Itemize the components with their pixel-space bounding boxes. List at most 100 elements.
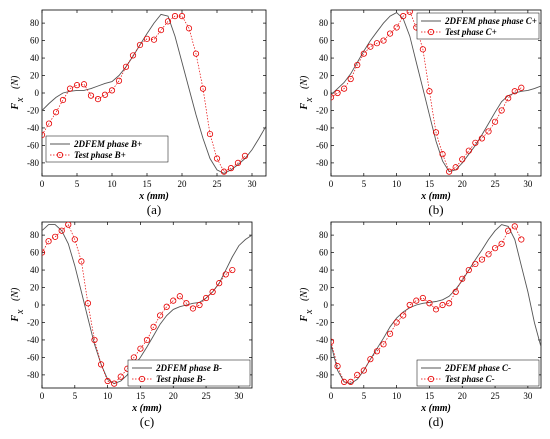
x-axis-label: x (mm) xyxy=(420,191,451,202)
series-line-2dfem xyxy=(331,224,541,385)
y-tick-label: 80 xyxy=(319,18,329,28)
legend-box xyxy=(416,12,540,40)
y-tick-label: -20 xyxy=(316,317,328,327)
y-tick-label: -40 xyxy=(27,335,39,345)
y-axis-label-main: F xyxy=(299,315,310,323)
data-point xyxy=(446,300,453,307)
x-tick-label: 20 xyxy=(458,391,468,401)
data-point xyxy=(213,155,221,162)
legend-entry: 2DFEM phase C- xyxy=(444,363,511,373)
data-point xyxy=(227,165,235,172)
y-tick-label: -40 xyxy=(316,335,328,345)
x-tick-label: 30 xyxy=(523,179,533,189)
data-point xyxy=(406,301,413,309)
data-point xyxy=(498,107,505,114)
y-axis-label-unit: (N) xyxy=(299,287,310,301)
data-point xyxy=(216,280,223,287)
data-point xyxy=(104,377,111,385)
data-point xyxy=(341,85,348,92)
data-point xyxy=(185,25,193,32)
panel-label: (a) xyxy=(147,202,161,217)
data-point xyxy=(170,297,177,304)
data-point xyxy=(334,363,341,370)
y-tick-label: 80 xyxy=(30,230,40,240)
series-line-test xyxy=(42,224,233,385)
data-point xyxy=(439,301,446,309)
data-point xyxy=(334,89,341,97)
plot-series xyxy=(331,223,541,385)
data-point xyxy=(94,96,102,103)
data-point xyxy=(129,52,137,59)
plot-series xyxy=(42,13,266,175)
data-point xyxy=(196,301,203,309)
panel-label: (d) xyxy=(428,414,443,429)
x-tick-label: 20 xyxy=(178,179,188,189)
series-line-2dfem xyxy=(331,12,541,173)
y-tick-label: 60 xyxy=(319,248,329,258)
data-point xyxy=(84,300,92,307)
data-point xyxy=(518,84,525,91)
data-point xyxy=(432,306,440,313)
data-point xyxy=(87,92,95,99)
data-point xyxy=(459,156,466,163)
x-tick-label: 10 xyxy=(108,179,118,189)
data-point xyxy=(446,168,453,175)
data-point xyxy=(367,43,374,50)
x-tick-label: 25 xyxy=(202,391,212,401)
y-axis-label-main: F xyxy=(10,315,21,323)
data-point xyxy=(354,371,361,378)
data-point xyxy=(136,41,144,49)
data-point xyxy=(452,288,459,295)
data-point xyxy=(220,168,228,175)
legend-entry: Test phase B- xyxy=(156,374,206,384)
y-tick-label: 20 xyxy=(30,71,40,81)
data-point xyxy=(386,330,394,337)
data-point xyxy=(505,227,512,234)
data-point xyxy=(178,13,186,20)
data-point xyxy=(59,96,67,104)
x-tick-label: 0 xyxy=(40,391,45,401)
y-tick-label: -80 xyxy=(27,370,39,380)
y-tick-label: -80 xyxy=(316,370,328,380)
data-point xyxy=(505,95,512,102)
data-point xyxy=(91,336,98,344)
x-tick-label: 0 xyxy=(329,179,334,189)
data-point xyxy=(52,233,59,240)
data-point xyxy=(354,61,361,69)
series-line-test xyxy=(331,225,522,383)
data-point xyxy=(465,266,472,274)
plot-series xyxy=(42,222,252,387)
data-point xyxy=(491,245,499,252)
data-point xyxy=(143,336,151,344)
data-point xyxy=(465,147,472,154)
y-tick-label: 60 xyxy=(30,248,40,258)
data-point xyxy=(400,13,407,20)
x-tick-label: 30 xyxy=(523,391,533,401)
data-point xyxy=(459,275,466,282)
data-point xyxy=(472,139,479,146)
data-point xyxy=(478,135,486,142)
x-tick-label: 10 xyxy=(103,391,113,401)
data-point xyxy=(80,81,88,88)
y-axis-label-sub: x xyxy=(15,309,26,315)
series-line-2dfem xyxy=(42,13,266,174)
data-point xyxy=(419,294,426,302)
plot-series xyxy=(331,10,541,175)
data-point xyxy=(202,294,210,302)
chart-panel-2: 0 5 10 15 20 25 30 80 60 40 20 0 -20 -40 -60 -80 x (mm) F… xyxy=(299,9,542,217)
legend-entry: Test phase B+ xyxy=(74,150,126,160)
y-tick-label: -40 xyxy=(27,123,39,133)
data-point xyxy=(78,258,85,265)
data-point xyxy=(183,300,190,307)
data-point xyxy=(97,361,105,368)
y-tick-label: -80 xyxy=(27,158,39,168)
legend-box xyxy=(45,135,169,163)
chart-panel-3: 0 5 10 15 20 25 30 80 60 40 20 0 -20 -40 -60 -80 x (mm) F… xyxy=(10,221,253,429)
data-point xyxy=(176,293,183,300)
y-tick-label: -20 xyxy=(27,317,39,327)
y-tick-label: 60 xyxy=(30,36,40,46)
x-tick-label: 5 xyxy=(362,391,367,401)
data-point xyxy=(386,30,394,37)
data-point xyxy=(122,63,130,70)
data-point xyxy=(406,10,413,15)
